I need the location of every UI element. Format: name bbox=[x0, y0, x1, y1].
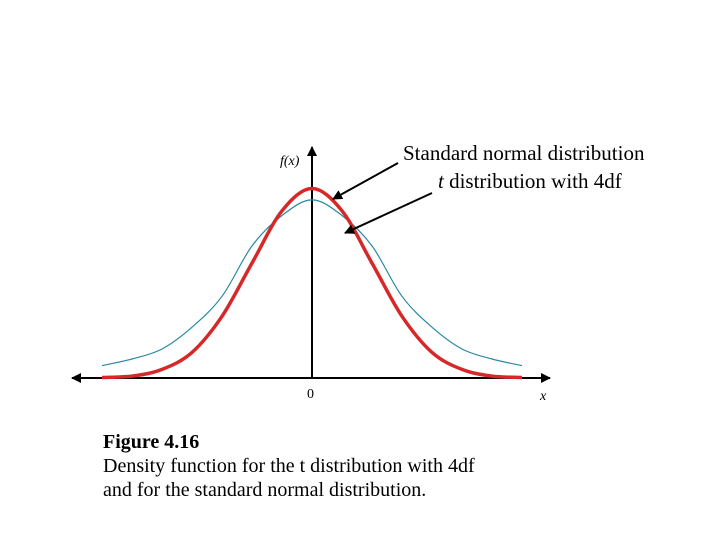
normal-distribution-curve bbox=[101, 186, 523, 380]
annotation-normal-arrow bbox=[332, 162, 399, 200]
caption-line-2: and for the standard normal distribution… bbox=[103, 479, 427, 501]
x-axis-label: x bbox=[539, 389, 547, 404]
annotation-t: t distribution with 4df bbox=[438, 169, 622, 193]
y-axis-label: f(x) bbox=[280, 154, 300, 169]
caption-title: Figure 4.16 bbox=[103, 431, 200, 453]
x-tick-label-0: 0 bbox=[307, 387, 314, 402]
annotation-t-italic: t bbox=[438, 169, 445, 193]
annotation-normal: Standard normal distribution bbox=[403, 141, 645, 165]
annotation-t-rest: distribution with 4df bbox=[444, 169, 622, 193]
caption-line-1: Density function for the t distribution … bbox=[103, 455, 475, 477]
annotation-t-arrow bbox=[344, 192, 433, 234]
figure-caption: Figure 4.16 Density function for the t d… bbox=[103, 430, 475, 502]
t-distribution-curve bbox=[101, 199, 523, 367]
